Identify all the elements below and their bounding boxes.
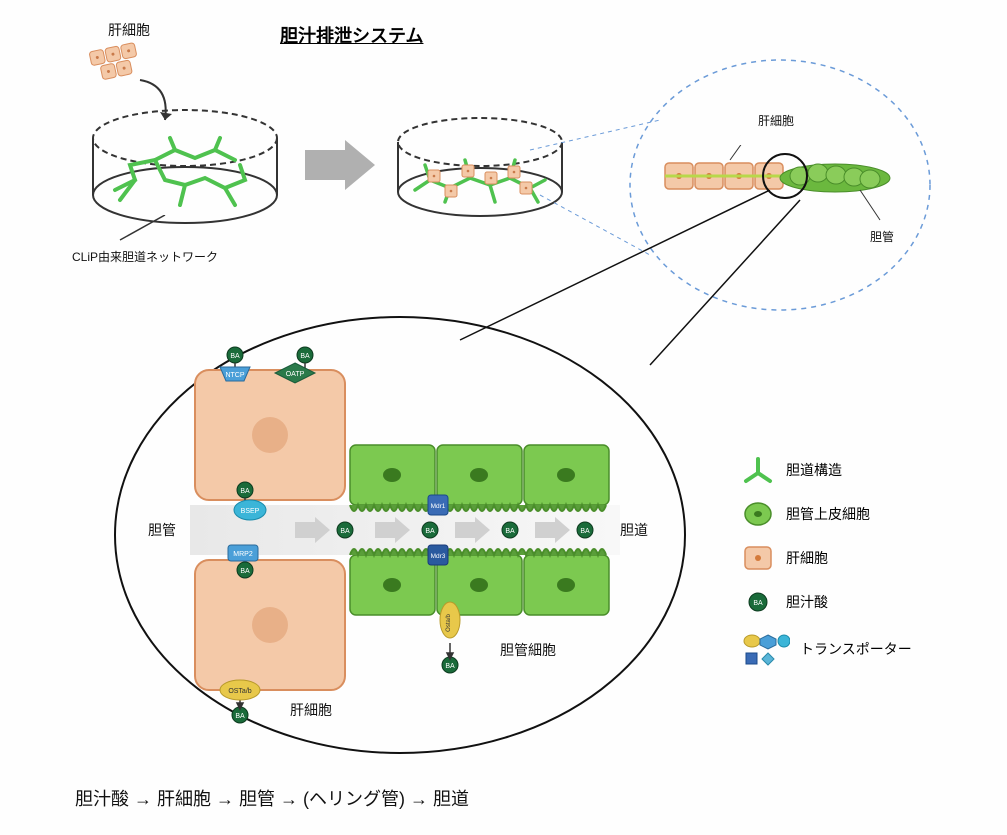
legend-bileacid: BA 胆汁酸 — [740, 587, 980, 617]
legend-structure-text: 胆道構造 — [786, 460, 842, 480]
svg-text:BA: BA — [445, 663, 455, 670]
legend-transporter-text: トランスポーター — [800, 639, 912, 659]
hepatocyte-top-label: 肝細胞 — [108, 20, 150, 40]
legend-hepatocyte-text: 肝細胞 — [786, 548, 828, 568]
legend-structure: 胆道構造 — [740, 455, 980, 485]
svg-text:BA: BA — [505, 528, 515, 535]
svg-text:BA: BA — [230, 353, 240, 360]
svg-text:BA: BA — [300, 353, 310, 360]
svg-text:BA: BA — [580, 528, 590, 535]
legend-epithelial-text: 胆管上皮細胞 — [786, 504, 870, 524]
bileduct-label: 胆道 — [620, 520, 648, 540]
ductcell-label: 胆管細胞 — [500, 640, 556, 660]
svg-text:OATP: OATP — [286, 371, 305, 378]
svg-text:BA: BA — [753, 600, 763, 607]
legend-epithelial: 胆管上皮細胞 — [740, 499, 980, 529]
svg-text:BSEP: BSEP — [241, 508, 260, 515]
bileacid-icon: BA — [740, 587, 776, 617]
hepato-detail-label: 肝細胞 — [290, 700, 332, 720]
svg-text:Mdr3: Mdr3 — [431, 553, 446, 560]
dish1-pointer — [110, 215, 190, 245]
svg-text:BA: BA — [235, 713, 245, 720]
legend-hepatocyte: 肝細胞 — [740, 543, 980, 573]
big-arrow-icon — [300, 135, 380, 195]
svg-text:BA: BA — [340, 528, 350, 535]
svg-text:Mdr1: Mdr1 — [431, 503, 446, 510]
svg-text:BA: BA — [240, 568, 250, 575]
structure-icon — [740, 455, 776, 485]
zoom-duct-label: 胆管 — [870, 228, 894, 245]
svg-text:MRP2: MRP2 — [233, 551, 253, 558]
svg-text:BA: BA — [240, 488, 250, 495]
legend: 胆道構造 胆管上皮細胞 肝細胞 BA 胆汁酸 トランスポーター — [740, 455, 980, 681]
zoom-hepato-label: 肝細胞 — [758, 112, 794, 129]
svg-text:OSTa/b: OSTa/b — [228, 688, 251, 695]
dish-1 — [85, 100, 285, 230]
canaliculi-label: 胆管 — [148, 520, 176, 540]
diagram-title: 胆汁排泄システム — [280, 22, 423, 48]
legend-bileacid-text: 胆汁酸 — [786, 592, 828, 612]
legend-transporter: トランスポーター — [740, 631, 980, 667]
detail-content: BA BA BA BA BA BA BA BA BA BA NTCP OATP … — [140, 345, 660, 725]
epithelial-icon — [740, 499, 776, 529]
svg-text:NTCP: NTCP — [225, 372, 244, 379]
hepatocyte-icon — [740, 543, 776, 573]
clip-network-label: CLiP由来胆道ネットワーク — [72, 248, 218, 265]
pathway-text: 胆汁酸 → 肝細胞 → 胆管 → (ヘリング管) → 胆道 — [75, 785, 469, 811]
svg-text:BA: BA — [425, 528, 435, 535]
svg-text:Osta/b: Osta/b — [446, 614, 452, 632]
transporter-icon — [740, 631, 790, 667]
